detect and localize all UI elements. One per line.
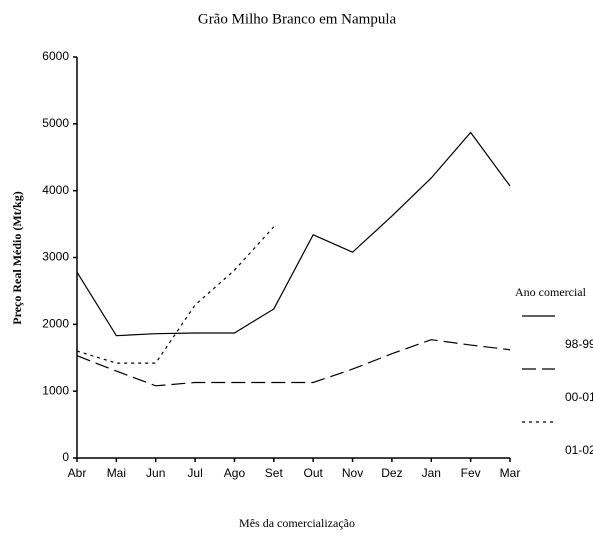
y-tick-label: 6000 <box>42 49 69 63</box>
x-tick-label: Mar <box>500 466 521 480</box>
x-tick-label: Abr <box>68 466 87 480</box>
y-tick-label: 4000 <box>42 183 69 197</box>
x-tick-label: Ago <box>224 466 246 480</box>
legend-label: 98-99 <box>565 337 593 351</box>
x-tick-label: Set <box>265 466 284 480</box>
chart-title: Grão Milho Branco em Nampula <box>198 11 397 27</box>
line-series <box>76 131 511 337</box>
y-tick-label: 0 <box>62 450 69 464</box>
x-tick-label: Mai <box>107 466 126 480</box>
legend-title: Ano comercial <box>515 285 587 299</box>
legend-label: 00-01 <box>565 390 593 404</box>
x-axis-label: Mês da comercialização <box>239 516 355 530</box>
x-tick-label: Out <box>304 466 324 480</box>
x-tick-label: Jul <box>187 466 202 480</box>
x-tick-label: Dez <box>381 466 402 480</box>
x-tick-label: Jan <box>422 466 441 480</box>
x-tick-label: Jun <box>146 466 165 480</box>
y-tick-label: 5000 <box>42 116 69 130</box>
y-tick-label: 2000 <box>42 317 69 331</box>
x-tick-label: Fev <box>461 466 481 480</box>
line-series <box>76 226 275 364</box>
x-tick-label: Nov <box>342 466 363 480</box>
line-series <box>76 339 511 387</box>
legend-label: 01-02 <box>565 443 593 457</box>
y-axis-label: Preço Real Médio (Mt/kg) <box>10 191 24 324</box>
y-tick-label: 1000 <box>42 383 69 397</box>
y-tick-label: 3000 <box>42 250 69 264</box>
